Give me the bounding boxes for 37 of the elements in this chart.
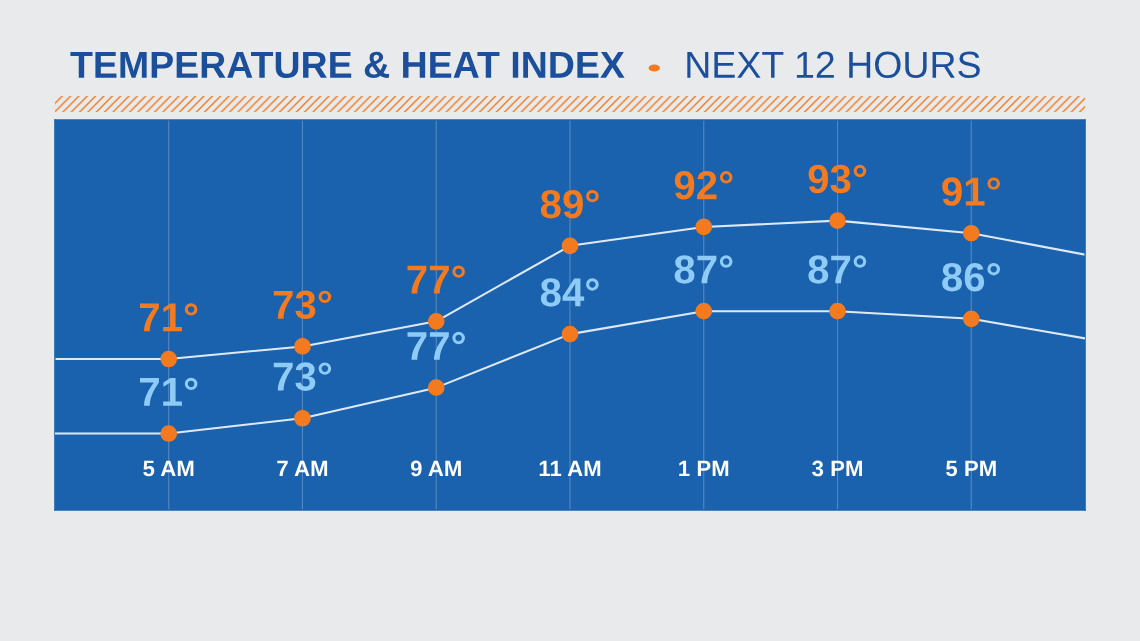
point — [160, 425, 178, 442]
x-tick-label: 1 PM — [679, 460, 729, 477]
point — [561, 325, 579, 343]
x-tick-label: 7 AM — [277, 460, 328, 477]
point — [962, 310, 980, 328]
point — [427, 379, 445, 396]
data-label: 91° — [942, 177, 1001, 206]
point — [294, 409, 311, 427]
data-label: 71° — [139, 377, 198, 406]
point — [427, 312, 445, 330]
data-label: 77° — [407, 331, 465, 360]
point — [561, 237, 579, 255]
x-tick-label: 9 AM — [410, 460, 461, 477]
data-label: 71° — [139, 303, 198, 332]
data-label: 89° — [540, 189, 599, 219]
x-tick-label: 11 AM — [539, 460, 601, 477]
x-tick-label: 3 PM — [812, 460, 862, 477]
data-label: 77° — [407, 265, 465, 294]
point — [160, 350, 178, 368]
data-label: 93° — [808, 164, 867, 194]
data-label: 86° — [942, 262, 1001, 292]
data-label: 92° — [674, 171, 733, 200]
data-label: 73° — [273, 362, 332, 391]
point — [695, 302, 713, 320]
x-tick-label: 5 PM — [946, 460, 996, 477]
data-label: 84° — [540, 278, 599, 307]
x-tick-label: 5 AM — [143, 460, 194, 477]
chart-subtitle: NEXT 12 HOURS — [687, 51, 980, 79]
point — [962, 224, 980, 242]
point — [294, 338, 311, 355]
data-label: 87° — [808, 255, 867, 284]
data-label: 87° — [674, 255, 733, 284]
chart-title: TEMPERATURE & HEAT INDEX — [70, 51, 625, 79]
data-label: 73° — [273, 290, 332, 320]
point — [829, 212, 846, 229]
point — [695, 218, 713, 236]
point — [829, 302, 846, 320]
